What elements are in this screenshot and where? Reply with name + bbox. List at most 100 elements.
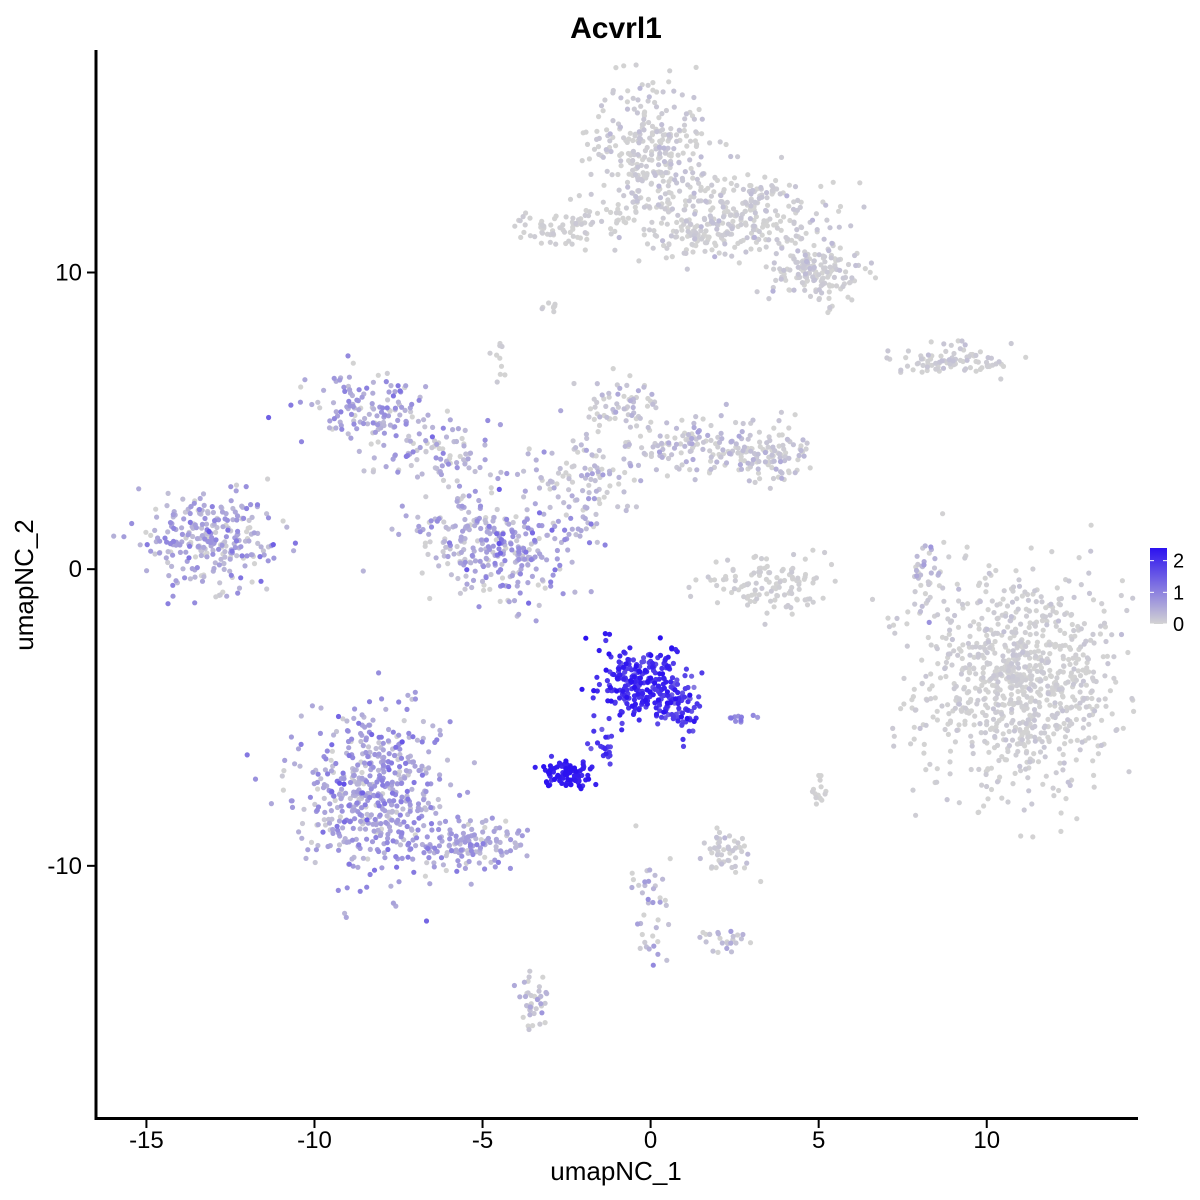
cell-point — [299, 835, 305, 841]
y-axis-label: umapNC_2 — [9, 519, 39, 651]
cell-point — [602, 542, 608, 548]
cell-point — [209, 504, 215, 510]
cell-point — [494, 531, 500, 537]
cell-point — [411, 779, 417, 786]
cell-point — [460, 528, 466, 534]
cell-point — [901, 701, 907, 707]
cell-point — [522, 222, 528, 228]
cell-point — [757, 439, 763, 445]
cell-point — [511, 982, 517, 989]
cell-point — [320, 829, 326, 835]
cell-point — [331, 375, 337, 381]
cell-point — [567, 196, 574, 202]
cell-point — [399, 739, 405, 745]
cell-point — [682, 673, 688, 679]
cell-point — [714, 582, 720, 589]
cell-point — [148, 532, 154, 539]
cell-point — [993, 695, 999, 701]
cell-point — [921, 562, 927, 568]
cell-point — [164, 503, 170, 509]
cell-point — [408, 462, 414, 469]
cell-point — [712, 845, 718, 851]
cell-point — [704, 240, 710, 246]
cell-point — [322, 822, 329, 828]
cell-point — [816, 296, 822, 303]
cell-point — [563, 460, 570, 466]
cell-point — [594, 128, 600, 134]
cell-point — [700, 439, 707, 445]
cell-point — [195, 543, 201, 550]
cell-point — [296, 829, 302, 835]
cell-point — [216, 562, 222, 568]
cell-point — [1068, 738, 1074, 744]
x-axis-label: umapNC_1 — [550, 1156, 682, 1186]
cell-point — [663, 107, 670, 114]
cell-point — [497, 355, 503, 361]
cell-point — [1038, 665, 1044, 671]
cell-point — [301, 806, 307, 812]
cell-point — [722, 241, 728, 247]
cell-point — [622, 443, 628, 449]
cell-point — [748, 203, 754, 209]
cell-point — [1048, 673, 1054, 680]
cell-point — [356, 387, 362, 393]
cell-point — [603, 147, 609, 153]
cell-point — [324, 748, 330, 754]
cell-point — [715, 434, 721, 440]
cell-point — [192, 600, 198, 606]
cell-point — [762, 621, 768, 627]
cell-point — [477, 503, 484, 509]
cell-point — [510, 519, 516, 526]
cell-point — [892, 630, 898, 636]
cell-point — [455, 426, 461, 432]
cell-point — [1017, 720, 1023, 726]
cell-point — [1091, 772, 1097, 779]
cell-point — [397, 388, 403, 394]
cell-point — [954, 581, 960, 587]
cell-point — [801, 453, 807, 459]
cell-point — [351, 772, 357, 779]
cell-point — [1049, 549, 1055, 555]
cell-point — [539, 306, 545, 312]
cell-point — [682, 443, 688, 449]
cell-point — [516, 556, 522, 563]
cell-point — [383, 464, 389, 470]
cell-point — [699, 131, 705, 137]
cell-point — [482, 866, 488, 872]
cell-point — [153, 506, 159, 512]
cell-point — [982, 575, 988, 581]
cell-point — [364, 385, 370, 391]
cell-point — [464, 523, 471, 529]
cell-point — [347, 387, 353, 393]
cell-point — [984, 783, 990, 790]
cell-point — [1035, 759, 1042, 765]
cell-point — [994, 684, 1001, 691]
cell-point — [608, 209, 614, 215]
cell-point — [671, 104, 677, 110]
cell-point — [372, 751, 378, 758]
cell-point — [666, 79, 672, 85]
cell-point — [621, 63, 627, 69]
cell-point — [616, 659, 622, 665]
cell-point — [183, 549, 189, 555]
cell-point — [933, 366, 939, 372]
cell-point — [1031, 707, 1038, 713]
cell-point — [1119, 578, 1125, 584]
cell-point — [1061, 663, 1067, 669]
cell-point — [828, 561, 835, 568]
cell-point — [428, 524, 435, 530]
cell-point — [1129, 695, 1135, 702]
cell-point — [774, 575, 780, 581]
cell-point — [608, 733, 615, 739]
cell-point — [637, 433, 644, 439]
cell-point — [656, 162, 662, 168]
cell-point — [657, 895, 663, 901]
cell-point — [627, 130, 633, 136]
cell-point — [264, 511, 270, 517]
cell-point — [1000, 596, 1006, 602]
cell-point — [464, 581, 470, 587]
cell-point — [811, 242, 817, 249]
cell-point — [344, 728, 351, 734]
cell-point — [601, 182, 607, 188]
cell-point — [297, 763, 303, 769]
